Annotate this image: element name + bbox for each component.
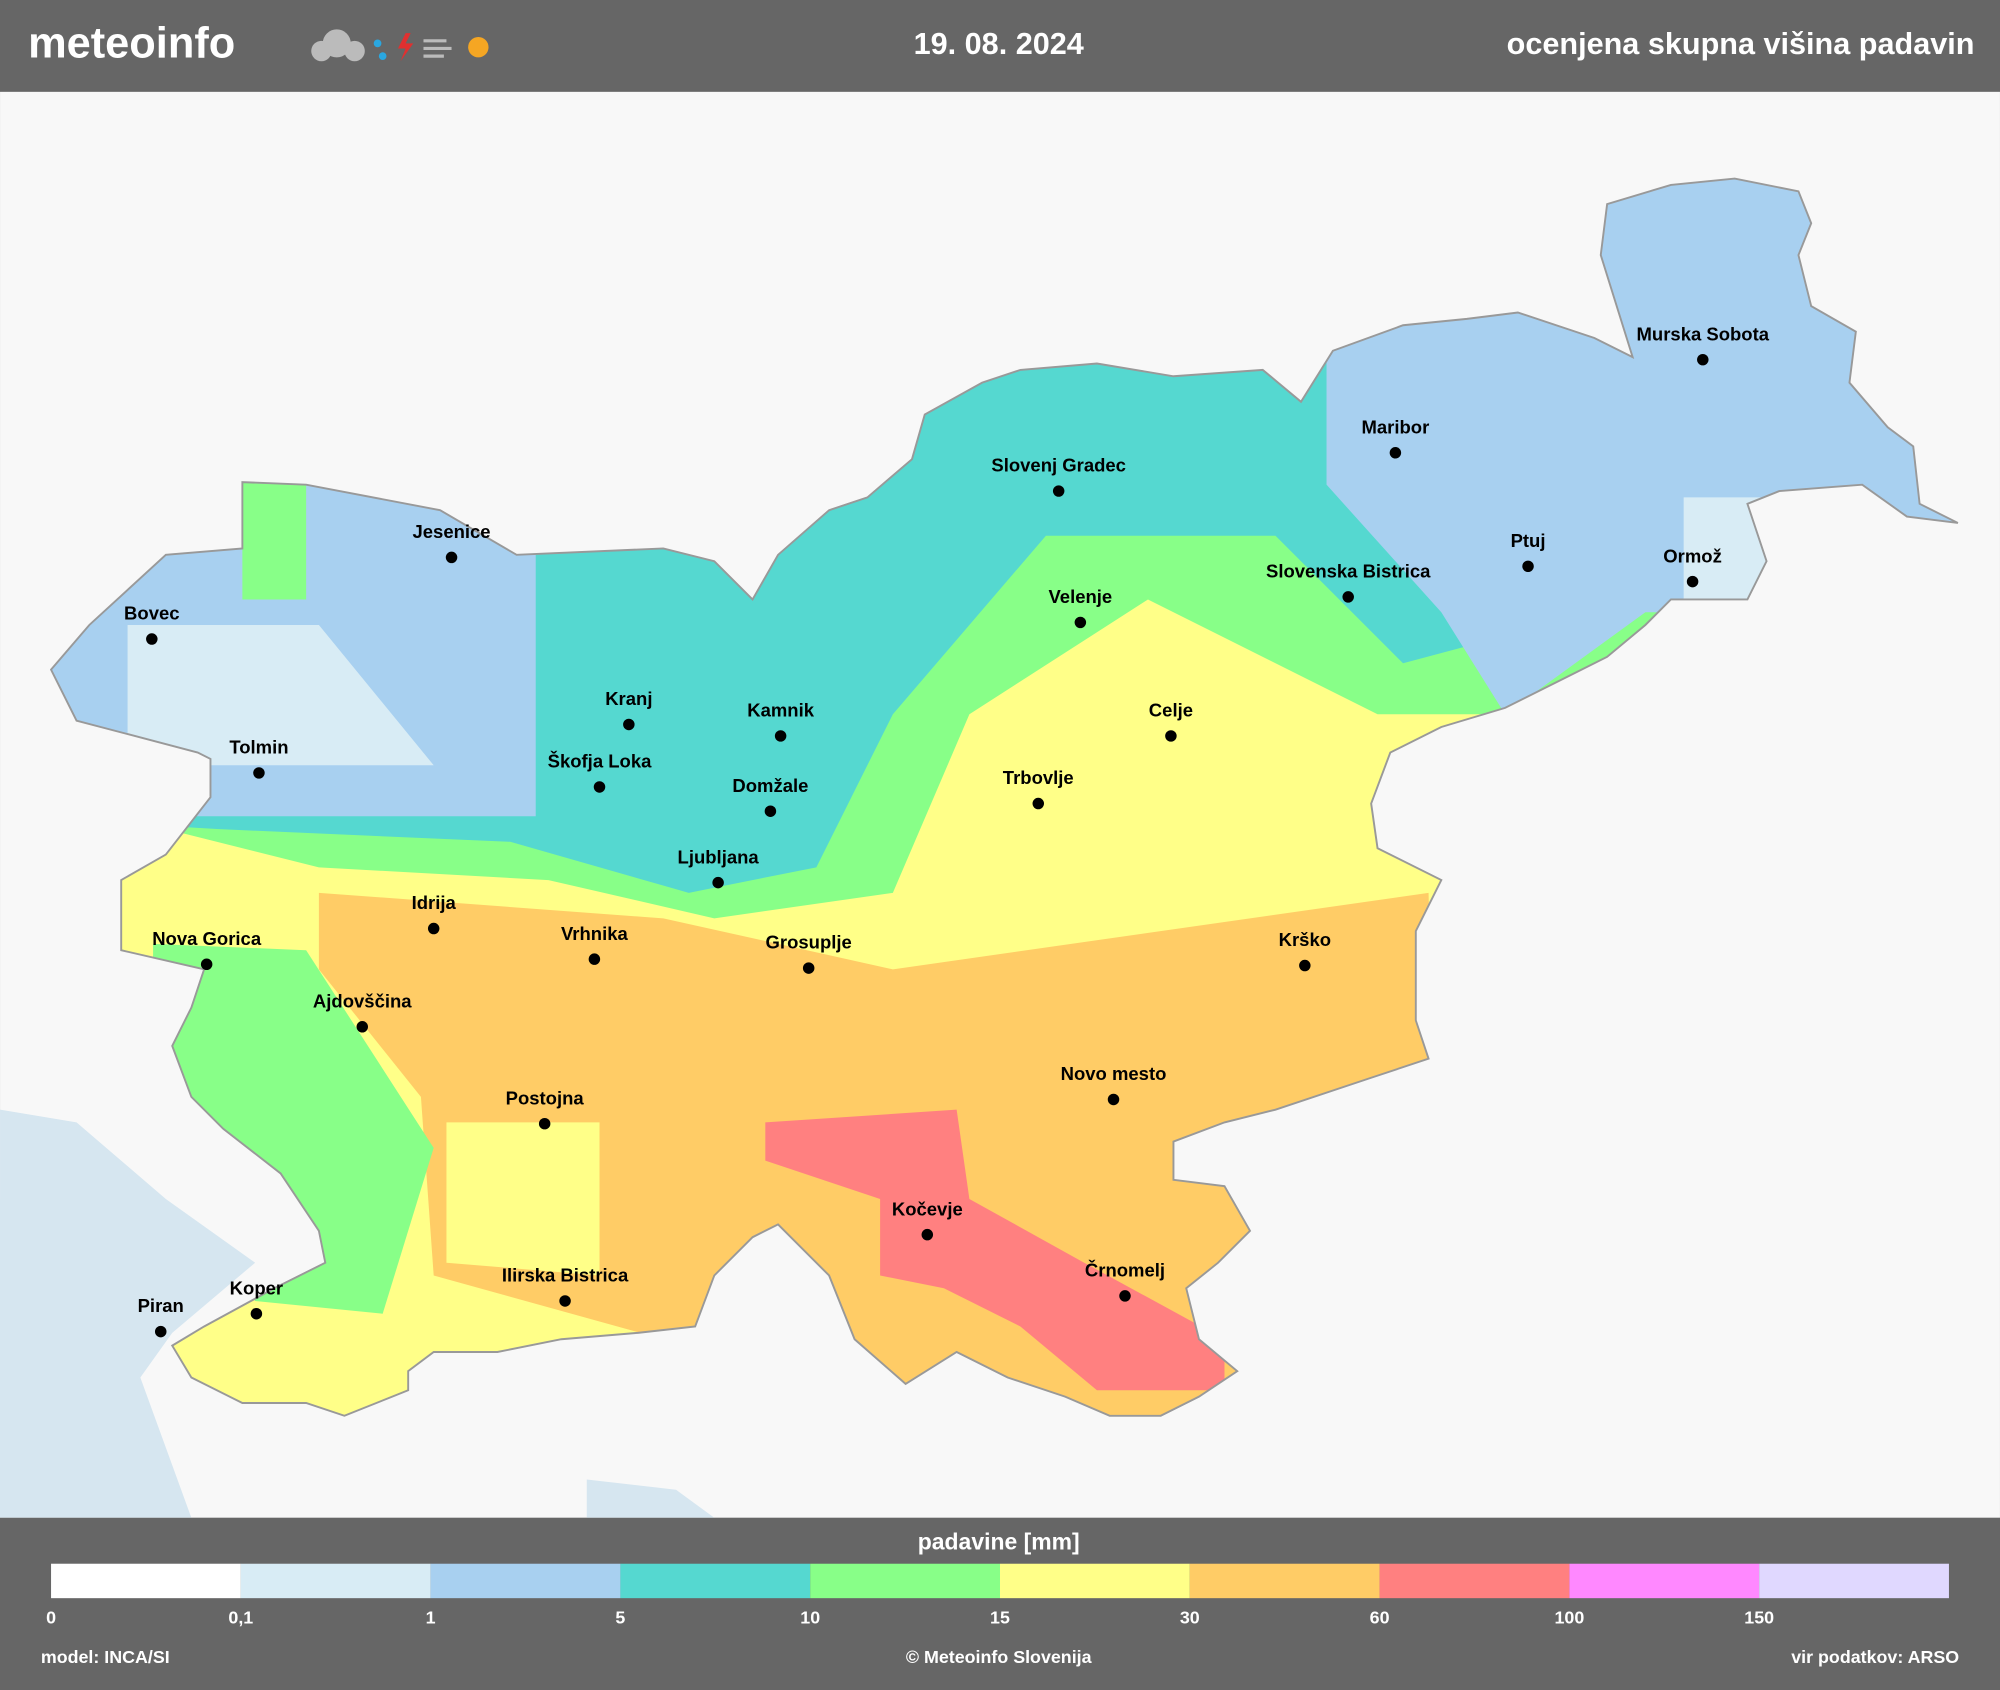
city-dot	[588, 953, 601, 965]
legend-tick-label: 60	[1370, 1607, 1390, 1627]
city-label: Domžale	[732, 775, 808, 796]
legend-tick-label: 150	[1744, 1607, 1774, 1627]
city-dot	[1342, 591, 1354, 603]
brand: meteoinfo	[28, 19, 235, 67]
city-label: Kamnik	[747, 700, 814, 721]
city-dot	[200, 958, 213, 970]
sea	[586, 1479, 715, 1518]
legend-swatch	[430, 1563, 621, 1599]
city-dot	[1074, 616, 1087, 629]
city-dot	[356, 1021, 369, 1033]
city-label: Novo mesto	[1061, 1063, 1167, 1084]
footer-right: vir podatkov: ARSO	[1791, 1647, 1959, 1667]
city-dot	[1165, 730, 1177, 742]
legend-swatch	[1379, 1563, 1570, 1599]
city-dot	[445, 551, 458, 564]
city-label: Grosuplje	[766, 932, 852, 953]
city-dot	[1389, 447, 1402, 459]
legend-title: padavine [mm]	[918, 1528, 1080, 1554]
legend-tick-label: 1	[426, 1607, 436, 1627]
city-label: Ajdovščina	[313, 990, 412, 1011]
city-dot	[774, 730, 787, 742]
city-dot	[146, 633, 158, 645]
city-label: Bovec	[124, 603, 179, 624]
city-dot	[1697, 353, 1709, 366]
city-label: Ljubljana	[678, 846, 760, 867]
city-label: Piran	[138, 1295, 184, 1316]
city-dot	[1052, 485, 1065, 497]
city-label: Tolmin	[229, 737, 288, 758]
weather-icons	[311, 29, 489, 62]
footer-left: model: INCA/SI	[41, 1647, 170, 1667]
city-dot	[623, 718, 635, 731]
city-label: Ilirska Bistrica	[502, 1265, 629, 1286]
legend-swatch	[620, 1563, 811, 1599]
city-dot	[250, 1307, 263, 1320]
city-label: Ormož	[1663, 545, 1722, 566]
city-dot	[921, 1228, 934, 1241]
legend-swatch	[1759, 1563, 1949, 1599]
legend-bar	[0, 1517, 2000, 1690]
city-label: Ptuj	[1511, 530, 1546, 551]
city-dot	[1522, 560, 1534, 573]
city-dot	[155, 1325, 167, 1338]
legend-tick-label: 0	[46, 1607, 56, 1627]
legend-tick-label: 100	[1554, 1607, 1584, 1627]
date: 19. 08. 2024	[914, 27, 1084, 61]
city-dot	[538, 1117, 551, 1130]
city-label: Krško	[1279, 929, 1331, 950]
city-label: Maribor	[1361, 416, 1429, 437]
legend-swatch	[240, 1563, 431, 1599]
city-dot	[1686, 575, 1699, 588]
city-label: Škofja Loka	[548, 751, 652, 772]
city-label: Kranj	[605, 688, 652, 709]
city-dot	[802, 962, 815, 974]
city-label: Murska Sobota	[1637, 323, 1770, 344]
city-label: Nova Gorica	[152, 928, 262, 949]
city-label: Jesenice	[412, 521, 490, 542]
legend-tick-label: 15	[990, 1607, 1010, 1627]
sea	[0, 1109, 256, 1518]
city-label: Trbovlje	[1003, 767, 1074, 788]
city-label: Slovenj Gradec	[991, 455, 1126, 476]
city-label: Celje	[1149, 700, 1193, 721]
legend-tick-label: 5	[615, 1607, 625, 1627]
city-dot	[1032, 797, 1045, 810]
city-label: Črnomelj	[1085, 1260, 1165, 1281]
legend-swatch	[1189, 1563, 1380, 1599]
city-label: Velenje	[1048, 586, 1112, 607]
legend-swatch	[51, 1563, 241, 1599]
legend-tick-label: 10	[800, 1607, 820, 1627]
legend-swatch	[1569, 1563, 1760, 1599]
legend-tick-label: 30	[1180, 1607, 1200, 1627]
city-label: Kočevje	[892, 1198, 963, 1219]
legend-swatch	[1000, 1563, 1190, 1599]
legend-swatch	[810, 1563, 1000, 1599]
city-label: Idrija	[412, 892, 457, 913]
city-dot	[427, 922, 440, 935]
city-label: Postojna	[506, 1087, 585, 1108]
city-dot	[1119, 1290, 1131, 1302]
city-label: Slovenska Bistrica	[1266, 561, 1431, 582]
city-dot	[593, 781, 606, 793]
legend-tick-label: 0,1	[228, 1607, 253, 1627]
city-dot	[253, 767, 265, 779]
city-label: Koper	[230, 1277, 283, 1298]
city-dot	[1107, 1093, 1120, 1106]
city-label: Vrhnika	[561, 923, 628, 944]
footer-center: © Meteoinfo Slovenija	[906, 1647, 1093, 1667]
city-dot	[764, 805, 777, 817]
map-title: ocenjena skupna višina padavin	[1507, 27, 1975, 61]
city-dot	[559, 1295, 571, 1307]
city-dot	[712, 876, 724, 889]
city-dot	[1299, 959, 1311, 972]
